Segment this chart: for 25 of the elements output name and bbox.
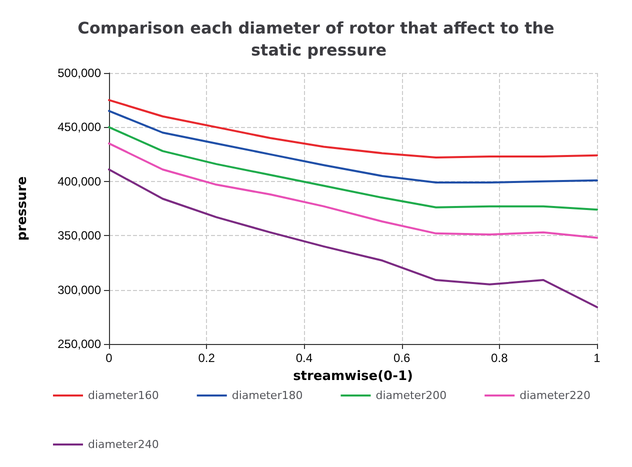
legend-label: diameter180	[232, 389, 303, 402]
x-tick-label: 0.8	[491, 351, 508, 365]
legend-label: diameter220	[520, 389, 590, 402]
y-tick-label: 250,000	[58, 337, 102, 351]
y-tick-label: 350,000	[58, 228, 102, 243]
line-series	[108, 126, 598, 211]
y-tick-label: 400,000	[58, 174, 102, 188]
x-axis-title: streamwise(0-1)	[293, 369, 413, 384]
legend-label: diameter200	[376, 389, 447, 402]
chart-title: Comparison each diameter of rotor that affect to the static pressure	[78, 18, 555, 60]
y-axis-title: pressure	[15, 176, 30, 241]
line-series	[108, 142, 598, 239]
x-tick-label: 0.2	[198, 351, 216, 365]
x-tick-label: 0.4	[296, 351, 313, 365]
x-tick-label: 0.6	[393, 351, 410, 365]
x-tick-label: 0	[106, 351, 113, 365]
y-tick-label: 300,000	[58, 282, 102, 297]
line-series	[108, 110, 598, 184]
y-tick-label: 500,000	[58, 66, 102, 80]
legend-label: diameter240	[88, 438, 159, 451]
line-series	[108, 99, 598, 159]
y-tick-label: 450,000	[58, 120, 102, 134]
line-series	[108, 168, 598, 308]
legend-label: diameter160	[88, 389, 159, 402]
x-tick-label: 1	[594, 351, 601, 365]
